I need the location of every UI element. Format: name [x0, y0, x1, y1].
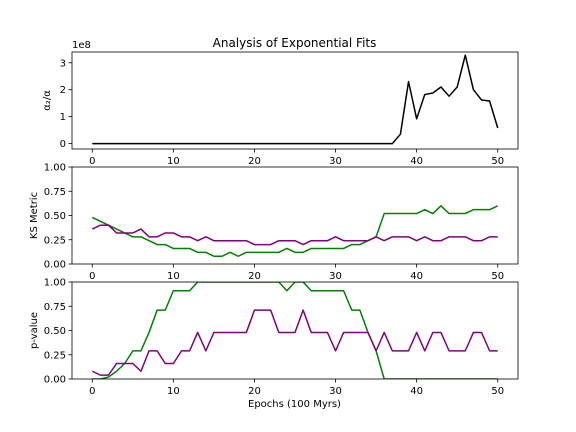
ratio-y-tick-label: 0: [60, 139, 66, 150]
x-axis-label: Epochs (100 Myrs): [248, 399, 341, 410]
ratio-x-tick-label: 20: [248, 156, 261, 167]
ratio-axes-frame: [71, 51, 519, 150]
pvalue-x-tick-label: 30: [329, 386, 342, 397]
ks-x-tick-label: 30: [329, 271, 342, 282]
pvalue-y-tick-label: 1.00: [44, 278, 66, 289]
pvalue-y-tick-label: 0.50: [44, 326, 66, 337]
ratio-x-tick-label: 0: [89, 156, 95, 167]
axes-ks: 0 10 20 30 40 50 0.00 0.25 0.50 0.75 1.00 KS Metric: [29, 163, 519, 282]
ks-series-2-line: [91, 224, 498, 246]
ks-x-tick-label: 40: [410, 271, 423, 282]
ks-y-tick-label: 0.00: [44, 260, 66, 271]
ks-axes-frame: [71, 166, 519, 265]
ratio-series-1-line: [92, 54, 499, 145]
pvalue-y-tick-label: 0.75: [44, 302, 66, 313]
ks-y-tick-label: 0.50: [44, 211, 66, 222]
ratio-offset-text: 1e8: [72, 40, 91, 51]
pvalue-x-tick-label: 10: [167, 386, 180, 397]
ks-y-tick-label: 1.00: [44, 163, 66, 174]
ks-y-tick-label: 0.25: [44, 235, 66, 246]
chart-title: Analysis of Exponential Fits: [213, 36, 377, 50]
ratio-y-tick-label: 1: [60, 112, 66, 123]
pvalue-series-1-line: [92, 282, 498, 379]
ks-series-1-line: [91, 205, 499, 257]
ratio-y-axis-label: α₂/α: [42, 90, 53, 111]
ks-x-tick-label: 20: [248, 271, 261, 282]
pvalue-x-tick-label: 40: [410, 386, 423, 397]
pvalue-y-axis-label: p-value: [29, 312, 40, 349]
pvalue-x-tick-label: 0: [89, 386, 95, 397]
pvalue-y-tick-label: 0.25: [44, 350, 66, 361]
ks-x-tick-label: 0: [89, 271, 95, 282]
pvalue-x-tick-label: 50: [491, 386, 504, 397]
ratio-x-tick-label: 40: [410, 156, 423, 167]
ks-x-tick-label: 50: [491, 271, 504, 282]
axes-pvalue: 0 10 20 30 40 50 0.00 0.25 0.50 0.75 1.00 p-value: [29, 278, 519, 397]
ratio-x-tick-label: 30: [329, 156, 342, 167]
ratio-x-tick-label: 50: [491, 156, 504, 167]
ratio-y-tick-label: 3: [60, 58, 66, 69]
ks-y-tick-label: 0.75: [44, 187, 66, 198]
pvalue-series-2-line: [91, 309, 498, 376]
pvalue-y-tick-label: 0.00: [44, 375, 66, 386]
pvalue-x-tick-label: 20: [248, 386, 261, 397]
ks-y-axis-label: KS Metric: [29, 192, 40, 239]
ratio-x-tick-label: 10: [167, 156, 180, 167]
ratio-y-tick-label: 2: [60, 85, 66, 96]
axes-ratio: 0 10 20 30 40 50 0 1 2 3 α₂/α 1e8: [42, 40, 519, 167]
ks-x-tick-label: 10: [167, 271, 180, 282]
